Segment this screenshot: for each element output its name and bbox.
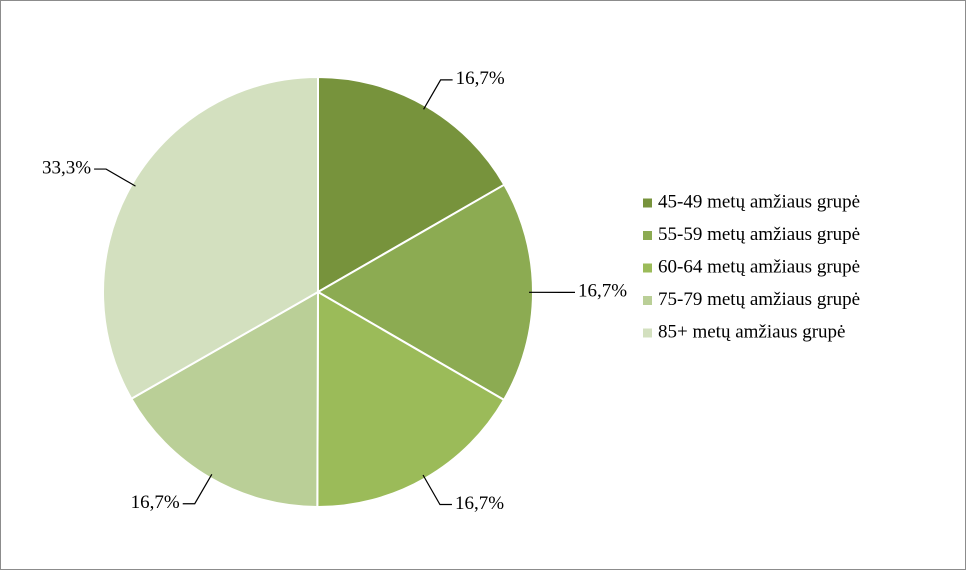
data-label: 16,7% <box>578 281 627 302</box>
leader-line <box>422 474 452 506</box>
legend-label: 55-59 metų amžiaus grupė <box>658 224 860 245</box>
legend-label: 45-49 metų amžiaus grupė <box>658 191 860 212</box>
legend-swatch <box>643 296 652 305</box>
data-label: 16,7% <box>131 492 180 513</box>
leader-line <box>423 79 453 110</box>
legend-swatch <box>643 328 652 338</box>
leader-line <box>94 168 136 187</box>
legend-swatch <box>643 198 652 208</box>
data-label: 16,7% <box>455 493 504 514</box>
legend-label: 85+ metų amžiaus grupė <box>658 321 845 342</box>
data-label: 33,3% <box>42 157 91 178</box>
data-label: 16,7% <box>456 68 505 89</box>
legend-swatch <box>643 263 652 273</box>
legend-swatch <box>643 231 652 240</box>
legend-label: 75-79 metų amžiaus grupė <box>658 289 860 310</box>
leader-line <box>182 474 213 505</box>
legend-label: 60-64 metų amžiaus grupė <box>658 256 860 277</box>
